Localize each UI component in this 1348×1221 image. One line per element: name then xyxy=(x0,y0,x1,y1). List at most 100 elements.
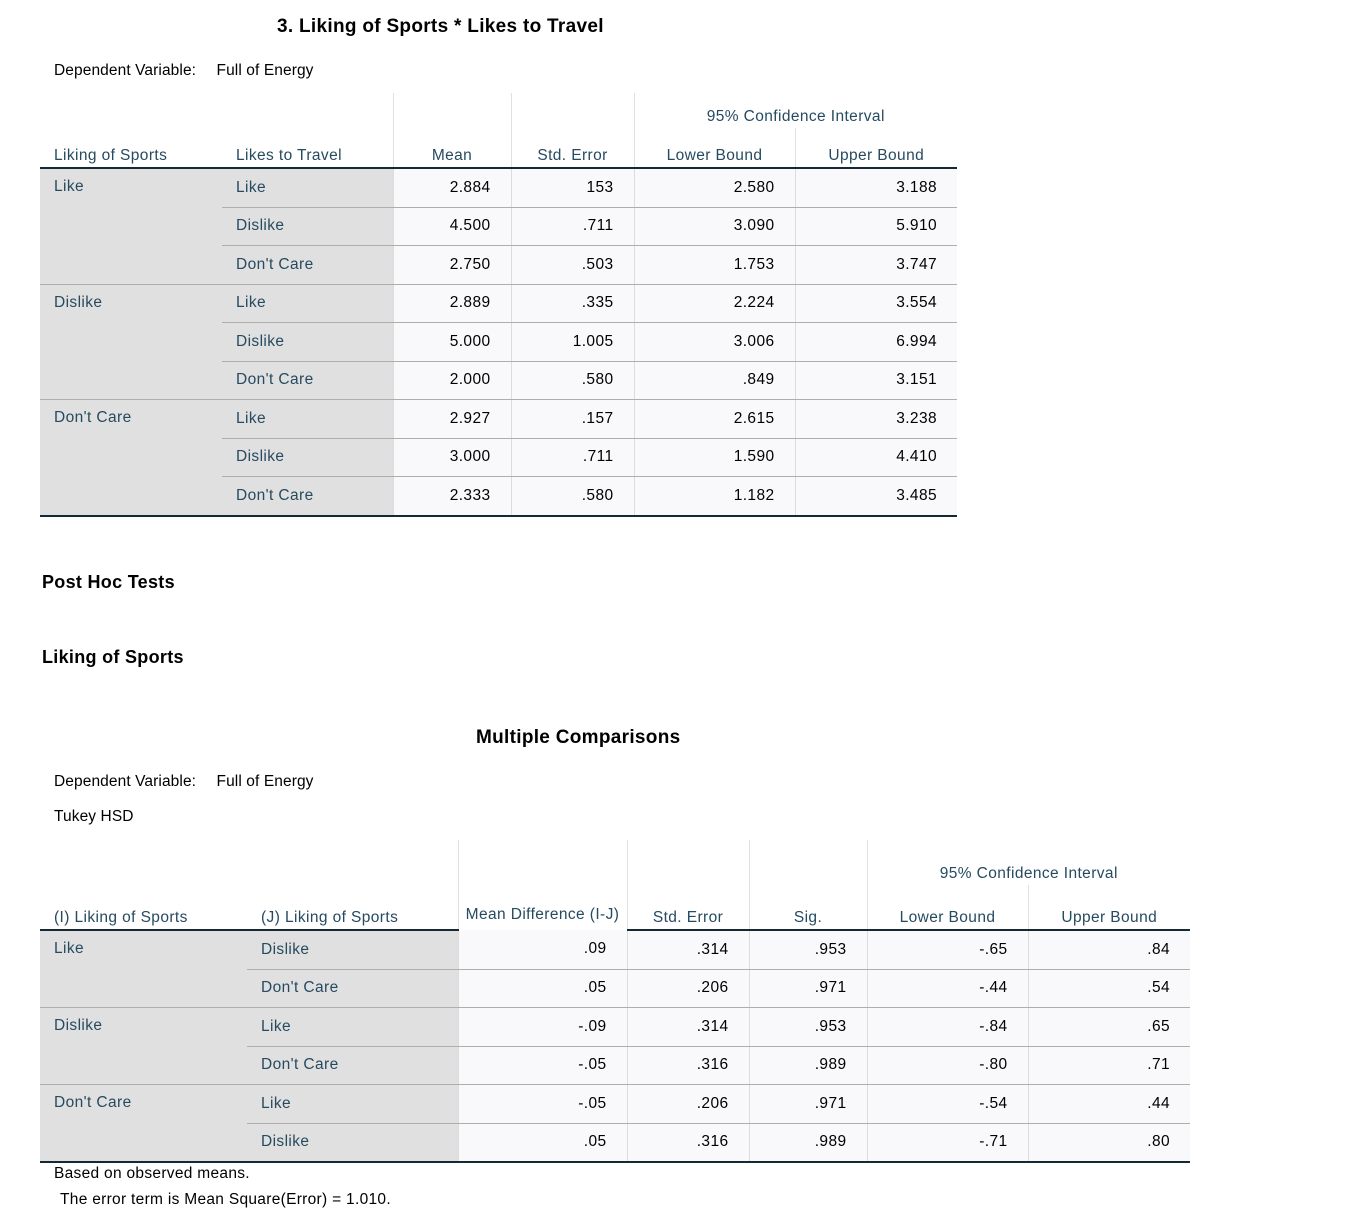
row-label: Dislike xyxy=(222,322,393,362)
col-header: Std. Error xyxy=(626,885,749,931)
row-label: Dislike xyxy=(247,930,458,970)
col-header: Lower Bound xyxy=(633,128,795,169)
cell-lb: -.44 xyxy=(866,969,1028,1008)
cell-mean: 2.333 xyxy=(392,476,511,517)
cell-se: .314 xyxy=(626,1007,749,1047)
cell-lb: -.65 xyxy=(866,930,1028,970)
cell-md: -.05 xyxy=(457,1046,627,1085)
ci-header: 95% Confidence Interval xyxy=(866,840,1190,885)
cell-ub: 3.554 xyxy=(794,284,957,323)
col-header: Sig. xyxy=(748,885,867,931)
cell-mean: 3.000 xyxy=(392,438,511,477)
cell-mean: 4.500 xyxy=(392,207,511,246)
cell-md: -.05 xyxy=(457,1084,627,1124)
cell-se: 1.005 xyxy=(510,322,634,362)
cell-md: .05 xyxy=(457,1123,627,1163)
cell-lb: 1.753 xyxy=(633,245,795,285)
cell-lb: -.54 xyxy=(866,1084,1028,1124)
multiple-comparisons-table: Mean Difference (I-J) 95% Confidence Int… xyxy=(40,840,1190,1163)
row-label: Like xyxy=(222,284,393,323)
cell-se: .335 xyxy=(510,284,634,323)
table-row: Dislike 4.500.711 3.090 5.910 xyxy=(40,207,957,246)
cell-se: .580 xyxy=(510,476,634,517)
cell-md: -.09 xyxy=(457,1007,627,1047)
cell-se: .580 xyxy=(510,361,634,400)
cell-ub: 4.410 xyxy=(794,438,957,477)
test-method: Tukey HSD xyxy=(54,808,134,825)
cell-sig: .953 xyxy=(748,930,867,970)
cell-mean: 5.000 xyxy=(392,322,511,362)
cell-se: .711 xyxy=(510,207,634,246)
col-header: Liking of Sports xyxy=(40,128,222,169)
cell-mean: 2.000 xyxy=(392,361,511,400)
cell-lb: .849 xyxy=(633,361,795,400)
table-row: Don't Care 2.333.580 1.182 3.485 xyxy=(40,476,957,517)
cell-se: 153 xyxy=(510,168,634,208)
row-label: Don't Care xyxy=(247,969,458,1008)
cell-lb: 2.224 xyxy=(633,284,795,323)
cell-ub: 3.485 xyxy=(794,476,957,517)
cell-se: .711 xyxy=(510,438,634,477)
cell-lb: 1.182 xyxy=(633,476,795,517)
cell-ub: .65 xyxy=(1027,1007,1190,1047)
row-label: Dislike xyxy=(222,207,393,246)
col-header: Likes to Travel xyxy=(222,128,393,169)
row-label: Like xyxy=(222,399,393,439)
dependent-label: Dependent Variable: xyxy=(54,62,197,79)
row-label: Like xyxy=(247,1084,458,1124)
dependent-label: Dependent Variable: xyxy=(54,773,197,790)
cell-sig: .989 xyxy=(748,1046,867,1085)
col-header: Upper Bound xyxy=(1027,885,1190,931)
row-label: Don't Care xyxy=(222,476,393,517)
cell-ub: .80 xyxy=(1027,1123,1190,1163)
cell-ub: 6.994 xyxy=(794,322,957,362)
cell-ub: 3.151 xyxy=(794,361,957,400)
table-row: Dislike 5.000 1.005 3.006 6.994 xyxy=(40,322,957,362)
cell-mean: 2.884 xyxy=(392,168,511,208)
cell-lb: -.71 xyxy=(866,1123,1028,1163)
table-row: Don't Care 2.750.503 1.753 3.747 xyxy=(40,245,957,285)
dependent-value: Full of Energy xyxy=(216,62,314,79)
table-row: Dislike 3.000.711 1.590 4.410 xyxy=(40,438,957,477)
cell-sig: .971 xyxy=(748,969,867,1008)
cell-ub: 3.747 xyxy=(794,245,957,285)
group-label: Don't Care xyxy=(40,399,222,517)
col-header: Std. Error xyxy=(510,128,634,169)
row-label: Don't Care xyxy=(247,1046,458,1085)
table1-title: 3. Liking of Sports * Likes to Travel xyxy=(277,16,604,37)
col-header: Mean xyxy=(392,128,511,169)
cell-md: .09 xyxy=(457,930,627,970)
table-row: Don't Care 2.000.580.849 3.151 xyxy=(40,361,957,400)
table2-title: Multiple Comparisons xyxy=(476,727,681,748)
estimated-means-table: 95% Confidence Interval Liking of Sports… xyxy=(40,93,957,517)
cell-sig: .971 xyxy=(748,1084,867,1124)
cell-lb: 3.006 xyxy=(633,322,795,362)
group-label: Dislike xyxy=(40,284,222,400)
cell-mean: 2.927 xyxy=(392,399,511,439)
row-label: Like xyxy=(247,1007,458,1047)
cell-se: .206 xyxy=(626,969,749,1008)
cell-ub: .71 xyxy=(1027,1046,1190,1085)
cell-ub: 3.238 xyxy=(794,399,957,439)
cell-mean: 2.889 xyxy=(392,284,511,323)
cell-se: .503 xyxy=(510,245,634,285)
cell-se: .316 xyxy=(626,1046,749,1085)
cell-sig: .989 xyxy=(748,1123,867,1163)
group-label: Dislike xyxy=(40,1007,247,1085)
row-label: Don't Care xyxy=(222,361,393,400)
cell-ub: 3.188 xyxy=(794,168,957,208)
cell-lb: -.84 xyxy=(866,1007,1028,1047)
footnote: The error term is Mean Square(Error) = 1… xyxy=(60,1191,391,1208)
cell-lb: 3.090 xyxy=(633,207,795,246)
cell-ub: .84 xyxy=(1027,930,1190,970)
cell-ub: .54 xyxy=(1027,969,1190,1008)
liking-of-sports-heading: Liking of Sports xyxy=(42,647,184,667)
cell-sig: .953 xyxy=(748,1007,867,1047)
cell-ub: 5.910 xyxy=(794,207,957,246)
table1-dependent-variable: Dependent Variable: Full of Energy xyxy=(54,62,314,80)
table-row: Dislike Like 2.889.335 2.224 3.554 xyxy=(40,284,957,400)
post-hoc-heading: Post Hoc Tests xyxy=(42,572,175,592)
cell-lb: 2.580 xyxy=(633,168,795,208)
cell-ub: .44 xyxy=(1027,1084,1190,1124)
table-row: Don't Care -.05.316.989 -.80.71 xyxy=(40,1046,1190,1085)
